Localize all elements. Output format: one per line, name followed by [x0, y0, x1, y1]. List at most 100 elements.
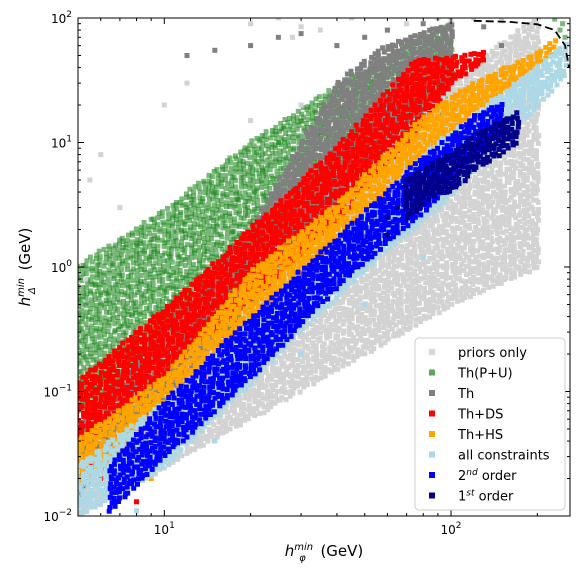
data-point — [394, 250, 400, 256]
data-point — [112, 282, 118, 288]
data-point — [161, 264, 166, 270]
data-point — [277, 153, 283, 158]
data-point — [103, 301, 109, 307]
data-point — [309, 376, 315, 382]
data-point — [300, 133, 306, 139]
data-point — [160, 298, 165, 304]
data-point — [259, 373, 264, 379]
data-point — [242, 171, 248, 177]
data-point — [231, 229, 237, 235]
data-point — [222, 223, 228, 229]
data-point — [123, 244, 129, 250]
data-point — [192, 184, 198, 190]
data-point — [110, 250, 116, 256]
data-point — [228, 160, 234, 166]
data-point — [107, 336, 113, 342]
data-point — [278, 166, 284, 172]
data-point — [120, 303, 126, 309]
data-point — [368, 312, 374, 318]
data-point — [88, 364, 94, 370]
data-point — [323, 193, 329, 199]
data-point — [346, 351, 352, 357]
data-point — [196, 180, 201, 186]
data-point — [224, 235, 230, 241]
data-point — [332, 364, 337, 370]
data-point — [277, 178, 283, 184]
data-point — [130, 260, 136, 266]
data-point — [332, 349, 338, 355]
data-point — [371, 292, 377, 297]
data-point — [225, 409, 231, 415]
data-point — [206, 427, 212, 432]
data-point — [241, 195, 247, 201]
data-point — [88, 354, 94, 360]
data-point — [322, 354, 328, 360]
data-point — [259, 164, 265, 170]
data-point — [237, 169, 243, 175]
data-point — [242, 395, 248, 401]
data-point — [238, 422, 243, 428]
data-point — [246, 388, 252, 394]
data-point — [188, 265, 194, 271]
data-point — [381, 263, 387, 269]
data-point — [156, 297, 162, 303]
data-point — [209, 251, 215, 257]
data-point — [381, 304, 387, 310]
data-point — [83, 354, 89, 360]
data-point — [126, 312, 132, 317]
data-point — [313, 342, 319, 348]
data-point — [314, 329, 320, 335]
data-point — [385, 274, 391, 280]
data-point — [125, 262, 130, 268]
data-point — [211, 241, 217, 247]
data-point — [299, 332, 305, 338]
data-point — [120, 258, 126, 264]
data-point — [242, 417, 248, 423]
data-point — [197, 244, 203, 250]
data-point — [174, 217, 179, 223]
data-point — [117, 261, 123, 267]
data-point — [368, 280, 374, 286]
data-point — [218, 184, 224, 190]
data-point — [384, 333, 390, 339]
data-point — [170, 283, 176, 289]
data-point — [186, 206, 192, 212]
data-point — [134, 237, 140, 243]
data-point — [161, 258, 167, 264]
data-point — [380, 290, 386, 296]
data-point — [273, 125, 279, 130]
data-point — [277, 375, 283, 381]
data-point — [340, 305, 346, 311]
data-point — [166, 236, 172, 242]
data-point — [399, 311, 405, 317]
data-point — [97, 300, 103, 306]
data-point — [380, 255, 386, 261]
data-point — [141, 219, 147, 225]
data-point — [304, 107, 310, 113]
data-point — [80, 285, 86, 291]
data-point — [317, 320, 323, 326]
data-point — [207, 257, 213, 263]
data-point — [270, 387, 276, 393]
data-point — [202, 213, 208, 219]
data-point — [93, 356, 99, 362]
data-point — [290, 113, 296, 119]
data-point — [238, 152, 244, 158]
data-point — [295, 119, 301, 125]
data-point — [311, 355, 317, 361]
data-point — [336, 306, 342, 311]
data-point — [128, 305, 134, 311]
data-point — [237, 157, 243, 163]
data-point — [151, 243, 157, 249]
data-point — [114, 287, 120, 293]
data-point — [351, 303, 357, 309]
data-point — [241, 215, 247, 221]
data-point — [200, 442, 206, 448]
data-point — [389, 320, 395, 326]
data-point — [156, 278, 162, 284]
data-point — [157, 285, 163, 290]
data-point — [250, 215, 256, 220]
data-point — [373, 337, 379, 343]
data-point — [278, 355, 284, 361]
data-point — [236, 211, 242, 217]
